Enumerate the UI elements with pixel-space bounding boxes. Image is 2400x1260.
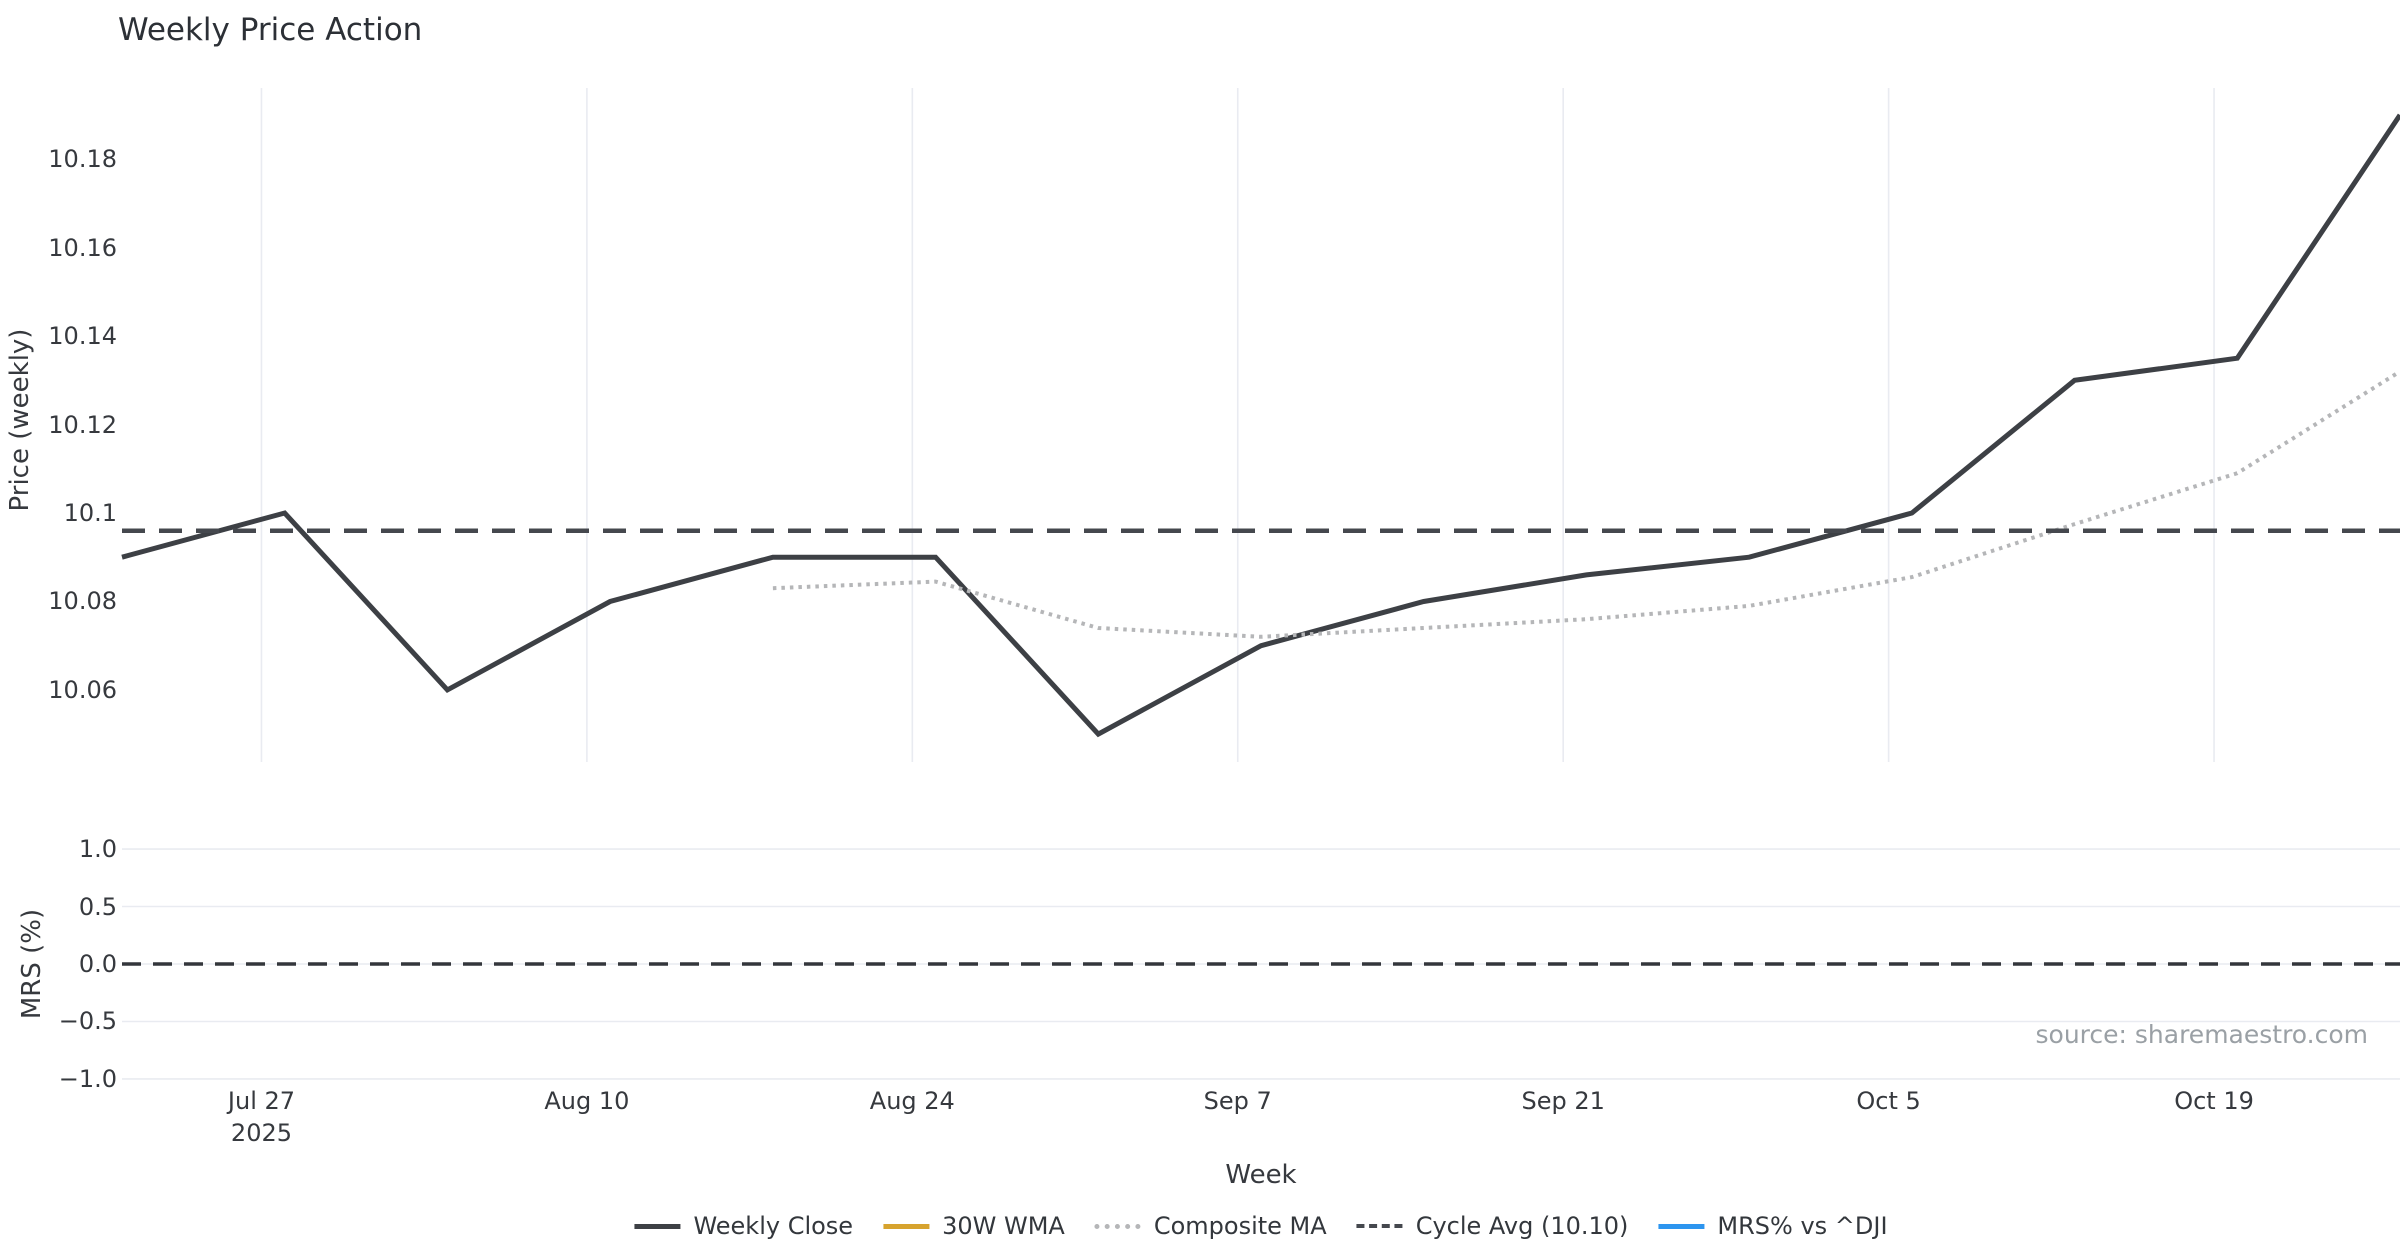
- x-axis-title: Week: [1225, 1160, 1297, 1190]
- price-tick-label-10-12: 10.12: [48, 410, 117, 439]
- x-tick-label-aug-24: Aug 24: [869, 1087, 955, 1115]
- x-tick-label-sep-21: Sep 21: [1521, 1087, 1605, 1115]
- price-tick-label-10-06: 10.06: [48, 675, 117, 704]
- source-credit: source: sharemaestro.com: [2035, 1020, 2369, 1049]
- price-tick-label-10-16: 10.16: [48, 233, 117, 262]
- legend-marker-cycle-avg-10-10: [1356, 1224, 1403, 1228]
- legend-item-30w-wma: 30W WMA: [883, 1212, 1065, 1240]
- x-tick-label-jul-27: Jul 27 2025: [227, 1087, 296, 1147]
- price-tick-label-10-08: 10.08: [48, 587, 117, 616]
- x-tick-label-sep-7: Sep 7: [1203, 1087, 1272, 1115]
- x-tick-sublabel: 2025: [230, 1119, 292, 1147]
- legend-label: Cycle Avg (10.10): [1415, 1212, 1629, 1240]
- legend-marker-30w-wma: [883, 1223, 930, 1229]
- price-tick-label-10-18: 10.18: [48, 145, 117, 174]
- series-composite-ma-line: [772, 369, 2400, 639]
- price-tick-label-10-14: 10.14: [48, 322, 117, 351]
- legend-label: Weekly Close: [693, 1212, 854, 1240]
- mrs-tick-label-0-5: 0.5: [78, 892, 117, 921]
- x-tick-label-aug-10: Aug 10: [544, 1087, 630, 1115]
- legend-label: Composite MA: [1153, 1212, 1327, 1240]
- legend-marker-composite-ma: [1094, 1223, 1141, 1229]
- price-tick-label-10-1: 10.1: [63, 499, 117, 527]
- legend: Weekly Close 30W WMA Composite MA Cycle Avg…: [634, 1212, 1888, 1240]
- series-weekly-close-line: [121, 113, 2400, 738]
- mrs-tick-label-0-0: 0.0: [78, 950, 117, 978]
- legend-marker-mrs-vs-dji: [1658, 1223, 1705, 1229]
- legend-label: MRS% vs ^DJI: [1717, 1212, 1888, 1240]
- legend-item-mrs-vs-dji: MRS% vs ^DJI: [1658, 1212, 1888, 1240]
- x-tick-label-oct-5: Oct 5: [1856, 1087, 1921, 1115]
- legend-label: 30W WMA: [942, 1212, 1065, 1240]
- mrs-tick-label-1-0: −1.0: [58, 1064, 117, 1093]
- mrs-tick-label-1-0: 1.0: [78, 835, 117, 864]
- legend-item-weekly-close: Weekly Close: [634, 1212, 853, 1240]
- x-tick-label-oct-19: Oct 19: [2174, 1087, 2254, 1115]
- legend-marker-weekly-close: [634, 1223, 681, 1229]
- chart-title: Weekly Price Action: [118, 12, 423, 48]
- legend-item-cycle-avg-10-10: Cycle Avg (10.10): [1356, 1212, 1629, 1240]
- mrs-tick-label-0-5: −0.5: [58, 1007, 117, 1036]
- legend-item-composite-ma: Composite MA: [1094, 1212, 1327, 1240]
